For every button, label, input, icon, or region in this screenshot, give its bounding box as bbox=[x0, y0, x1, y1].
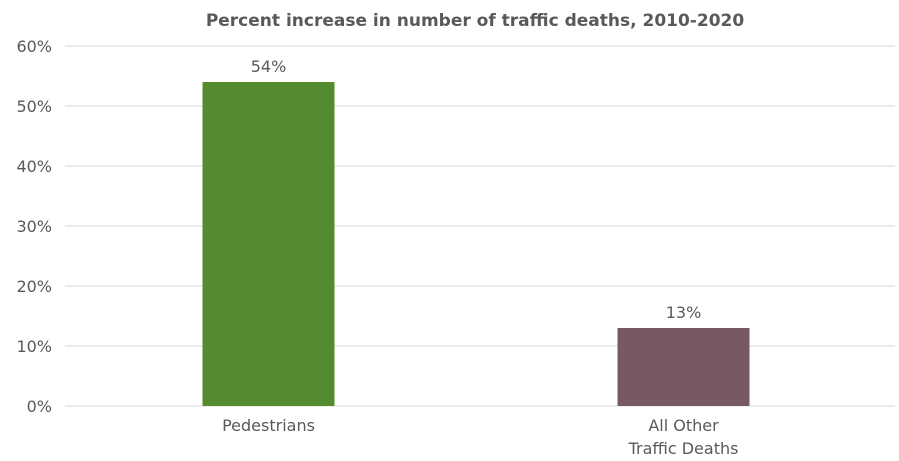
data-labels: 54% 13% bbox=[251, 57, 702, 322]
gridlines bbox=[65, 45, 895, 407]
category-label: Pedestrians bbox=[222, 416, 315, 435]
data-label: 13% bbox=[666, 303, 702, 322]
data-label: 54% bbox=[251, 57, 287, 76]
bar bbox=[202, 82, 335, 406]
y-tick-label: 10% bbox=[16, 337, 52, 356]
y-tick-label: 20% bbox=[16, 277, 52, 296]
y-tick-label: 50% bbox=[16, 97, 52, 116]
category-labels: Pedestrians All Other Traffic Deaths bbox=[222, 416, 738, 458]
chart-title: Percent increase in number of traffic de… bbox=[206, 11, 745, 31]
y-tick-label: 40% bbox=[16, 157, 52, 176]
y-axis-tick-labels: 0% 10% 20% 30% 40% 50% 60% bbox=[16, 37, 52, 416]
bar bbox=[617, 328, 750, 406]
y-tick-label: 0% bbox=[27, 397, 52, 416]
category-label: All Other Traffic Deaths bbox=[628, 416, 739, 458]
y-tick-label: 60% bbox=[16, 37, 52, 56]
y-tick-label: 30% bbox=[16, 217, 52, 236]
bars bbox=[202, 82, 750, 406]
